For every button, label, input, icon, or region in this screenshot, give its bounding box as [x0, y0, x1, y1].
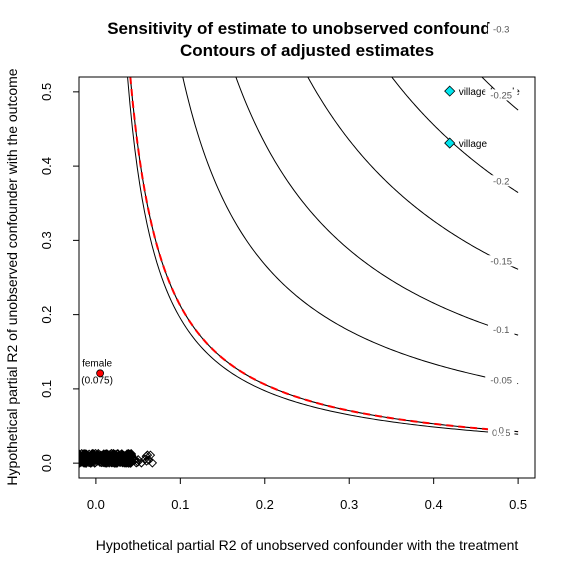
contour-label-halo	[488, 323, 515, 335]
benchmark-cluster-point	[88, 449, 99, 460]
contour-label-halo	[488, 175, 515, 187]
benchmark-cluster-point	[141, 451, 151, 461]
chart-subtitle: Contours of adjusted estimates	[180, 41, 434, 60]
contour-label-halo	[485, 89, 518, 101]
x-tick-label: 0.5	[509, 497, 527, 512]
contour-label: 0	[499, 425, 504, 436]
benchmark-cluster-point	[93, 448, 103, 459]
benchmark-points: female(0.075)villagevillage,female	[81, 85, 520, 386]
y-tick-label: 0.2	[39, 306, 54, 324]
contour-label: -0.3	[493, 25, 509, 36]
benchmark-cluster-point	[109, 449, 119, 460]
contour-label-halo	[496, 424, 507, 436]
y-tick-label: 0.3	[39, 231, 54, 249]
benchmark-cluster-point	[131, 458, 141, 468]
y-axis-label: Hypothetical partial R2 of unobserved co…	[4, 68, 20, 485]
chart-title: Sensitivity of estimate to unobserved co…	[107, 19, 507, 38]
point-sublabel: (0.075)	[81, 375, 113, 386]
y-tick-label: 0.0	[39, 454, 54, 472]
contour-label: -0.2	[493, 176, 509, 187]
contour-line	[518, 47, 551, 77]
point-marker-female	[96, 369, 105, 378]
contour-label: -0.25	[490, 90, 512, 101]
benchmark-cluster-point	[79, 456, 90, 467]
x-tick-label: 0.0	[87, 497, 105, 512]
contour-line	[127, 77, 519, 435]
x-tick-label: 0.4	[425, 497, 443, 512]
contour-label-halo	[485, 255, 518, 267]
x-tick-label: 0.1	[171, 497, 189, 512]
y-axis: 0.0 0.1 0.2 0.3 0.4 0.5	[39, 83, 79, 472]
point-marker-village	[444, 137, 456, 149]
benchmark-cluster-point	[119, 455, 129, 465]
point-marker-village-female	[444, 85, 456, 97]
benchmark-cluster-point	[86, 456, 96, 467]
contour-line	[182, 77, 519, 385]
contour-label: -0.15	[490, 256, 512, 267]
x-axis: 0.0 0.1 0.2 0.3 0.4 0.5	[87, 478, 527, 512]
contour-line	[307, 77, 519, 270]
y-tick-label: 0.4	[39, 157, 54, 175]
y-tick-label: 0.1	[39, 380, 54, 398]
benchmark-cluster	[79, 448, 158, 468]
contour-label: -0.05	[490, 375, 512, 386]
contour-label: -0.1	[493, 325, 509, 336]
plot-area-border	[78, 76, 536, 479]
contour-line-base	[129, 77, 519, 433]
x-tick-label: 0.2	[256, 497, 274, 512]
benchmark-cluster-point	[126, 449, 136, 460]
contour-lines	[127, 47, 551, 435]
benchmark-cluster-point	[82, 455, 92, 465]
benchmark-cluster-point	[101, 450, 112, 461]
x-tick-label: 0.3	[340, 497, 358, 512]
benchmark-cluster-point	[141, 456, 152, 466]
contour-line	[235, 77, 519, 336]
contour-labels: 0.050-0.05-0.1-0.15-0.2-0.25-0.3	[485, 23, 518, 439]
benchmark-cluster-point	[133, 455, 143, 465]
contour-line-zero	[129, 77, 519, 433]
point-label: female	[82, 358, 112, 369]
contour-label-halo	[485, 374, 518, 386]
x-axis-label: Hypothetical partial R2 of unobserved co…	[96, 537, 519, 553]
y-tick-label: 0.5	[39, 83, 54, 101]
point-label: village	[459, 139, 488, 150]
benchmark-cluster-point	[123, 449, 133, 459]
benchmark-cluster-point	[117, 450, 128, 461]
benchmark-cluster-point	[80, 452, 90, 462]
contour-label-halo	[488, 23, 515, 35]
